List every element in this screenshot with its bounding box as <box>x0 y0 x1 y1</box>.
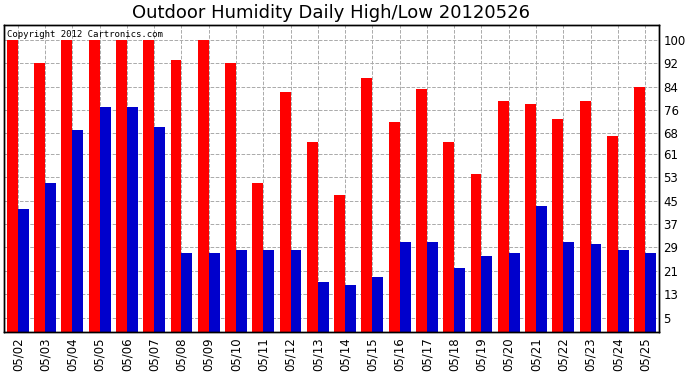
Bar <box>591 244 602 332</box>
Bar <box>454 268 465 332</box>
Bar <box>225 63 236 332</box>
Bar <box>127 107 138 332</box>
Bar <box>290 251 302 332</box>
Bar <box>416 90 427 332</box>
Bar <box>99 107 110 332</box>
Bar <box>170 60 181 332</box>
Bar <box>236 251 247 332</box>
Bar <box>89 40 99 332</box>
Bar <box>580 101 591 332</box>
Bar <box>607 136 618 332</box>
Bar <box>634 87 645 332</box>
Bar <box>400 242 411 332</box>
Bar <box>264 251 274 332</box>
Bar <box>471 174 482 332</box>
Bar <box>497 101 509 332</box>
Bar <box>208 253 219 332</box>
Title: Outdoor Humidity Daily High/Low 20120526: Outdoor Humidity Daily High/Low 20120526 <box>132 4 531 22</box>
Bar <box>334 195 345 332</box>
Bar <box>198 40 208 332</box>
Bar <box>318 282 328 332</box>
Bar <box>536 207 547 332</box>
Bar <box>154 128 165 332</box>
Bar <box>388 122 400 332</box>
Bar <box>525 104 536 332</box>
Bar <box>116 40 127 332</box>
Bar <box>345 285 356 332</box>
Bar <box>7 40 18 332</box>
Bar <box>307 142 318 332</box>
Bar <box>253 183 264 332</box>
Bar <box>645 253 656 332</box>
Bar <box>181 253 193 332</box>
Bar <box>144 40 154 332</box>
Bar <box>362 78 373 332</box>
Bar <box>427 242 438 332</box>
Bar <box>18 209 29 332</box>
Bar <box>482 256 493 332</box>
Bar <box>72 130 83 332</box>
Bar <box>618 251 629 332</box>
Bar <box>509 253 520 332</box>
Bar <box>563 242 574 332</box>
Bar <box>34 63 45 332</box>
Text: Copyright 2012 Cartronics.com: Copyright 2012 Cartronics.com <box>8 30 164 39</box>
Bar <box>45 183 56 332</box>
Bar <box>553 119 563 332</box>
Bar <box>443 142 454 332</box>
Bar <box>279 92 290 332</box>
Bar <box>61 40 72 332</box>
Bar <box>373 277 383 332</box>
